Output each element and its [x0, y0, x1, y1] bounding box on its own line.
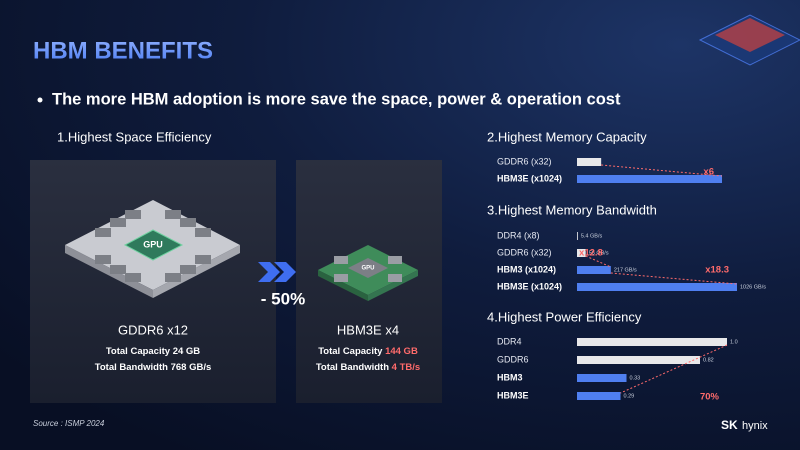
bar	[577, 283, 737, 291]
value-label: 1.0	[730, 339, 738, 345]
capacity: Total Capacity 24 GB	[106, 346, 200, 357]
annotation: x18.3	[705, 265, 729, 276]
value-label: 56 GB/s	[589, 250, 609, 256]
value-label: 217 GB/s	[614, 267, 637, 273]
reduction: - 50%	[261, 289, 305, 308]
section-heading: 1.Highest Space Efficiency	[57, 129, 212, 144]
bar	[577, 175, 722, 183]
bullet-text: The more HBM adoption is more save the s…	[52, 90, 621, 108]
capacity-value: 24 GB	[173, 346, 201, 357]
annotation-arrow	[601, 164, 723, 177]
bar	[577, 338, 727, 346]
bandwidth: Total Bandwidth 768 GB/s	[95, 362, 212, 373]
value-label: 0.82	[703, 357, 714, 363]
category-label: GDDR6	[497, 354, 529, 364]
bar	[577, 356, 700, 364]
capacity: Total Capacity 144 GB	[318, 346, 418, 357]
bandwidth-value: 4 TB/s	[392, 362, 421, 373]
annotation-arrow	[620, 344, 728, 394]
annotation: x6	[703, 167, 714, 178]
bar	[577, 266, 611, 274]
value-label: 1026 GB/s	[740, 284, 766, 290]
annotation-arrow	[610, 272, 738, 285]
logo-text: hynix	[742, 420, 768, 432]
annotation: x12.8	[579, 248, 603, 259]
capacity-label: Total Capacity	[106, 346, 171, 357]
category-label: GDDR6 (x32)	[497, 247, 552, 257]
category-label: DDR4 (x8)	[497, 230, 540, 240]
category-label: DDR4	[497, 336, 522, 346]
capacity-label: Total Capacity	[318, 346, 383, 357]
bullet-dot	[37, 97, 43, 103]
product-name: GDDR6 x12	[118, 322, 188, 337]
bandwidth-label: Total Bandwidth	[95, 362, 168, 373]
category-label: HBM3E	[497, 390, 529, 400]
title: HBM BENEFITS	[33, 37, 213, 64]
logo-mark: SK	[721, 418, 738, 432]
annotation-arrow	[585, 255, 612, 268]
bandwidth-value: 768 GB/s	[171, 362, 212, 373]
category-label: HBM3 (x1024)	[497, 264, 556, 274]
bar	[577, 374, 627, 382]
chart-title: 2.Highest Memory Capacity	[487, 129, 647, 144]
source: Source : ISMP 2024	[33, 419, 105, 428]
annotation: 70%	[700, 392, 720, 403]
hbm-board	[318, 245, 418, 301]
product-name: HBM3E x4	[337, 322, 399, 337]
category-label: GDDR6 (x32)	[497, 156, 552, 166]
gddr6-board	[65, 200, 240, 298]
bandwidth-label: Total Bandwidth	[316, 362, 389, 373]
decor-chip	[698, 14, 800, 66]
value-label: 0.33	[630, 375, 641, 381]
category-label: HBM3E (x1024)	[497, 281, 562, 291]
capacity-value: 144 GB	[385, 346, 418, 357]
bar	[577, 232, 578, 240]
chip-label: GPU	[361, 266, 374, 272]
category-label: HBM3E (x1024)	[497, 173, 562, 183]
chevrons	[258, 262, 296, 282]
chart-title: 4.Highest Power Efficiency	[487, 309, 642, 324]
bar	[577, 158, 602, 166]
value-label: 0.29	[624, 393, 635, 399]
bar	[577, 249, 586, 257]
category-label: HBM3	[497, 372, 523, 382]
value-label: 5.4 GB/s	[581, 233, 603, 239]
chip-label: GPU	[143, 239, 163, 249]
bar	[577, 392, 621, 400]
chart-title: 3.Highest Memory Bandwidth	[487, 202, 657, 217]
bandwidth: Total Bandwidth 4 TB/s	[316, 362, 420, 373]
